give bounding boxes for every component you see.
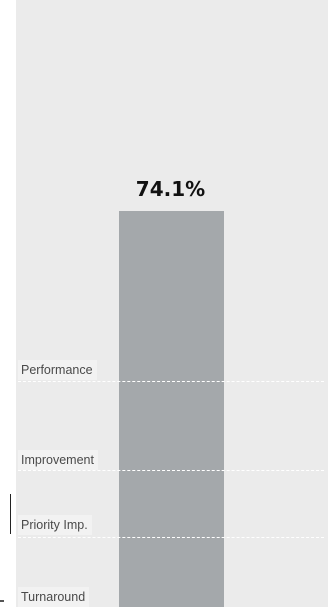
ref-line-priority-imp	[18, 537, 324, 538]
ref-label-priority-imp: Priority Imp.	[18, 515, 92, 535]
edge-bracket	[0, 494, 11, 534]
ref-label-improvement: Improvement	[18, 450, 98, 470]
bar-0	[119, 211, 224, 607]
corner-mark	[0, 600, 4, 602]
ref-label-turnaround: Turnaround	[18, 587, 90, 607]
ref-line-performance	[18, 381, 324, 382]
bar-value-label: 74.1%	[135, 177, 206, 201]
chart-plot	[119, 211, 224, 607]
chart-panel	[16, 0, 328, 607]
ref-line-improvement	[18, 470, 324, 471]
ref-label-performance: Performance	[18, 360, 97, 380]
